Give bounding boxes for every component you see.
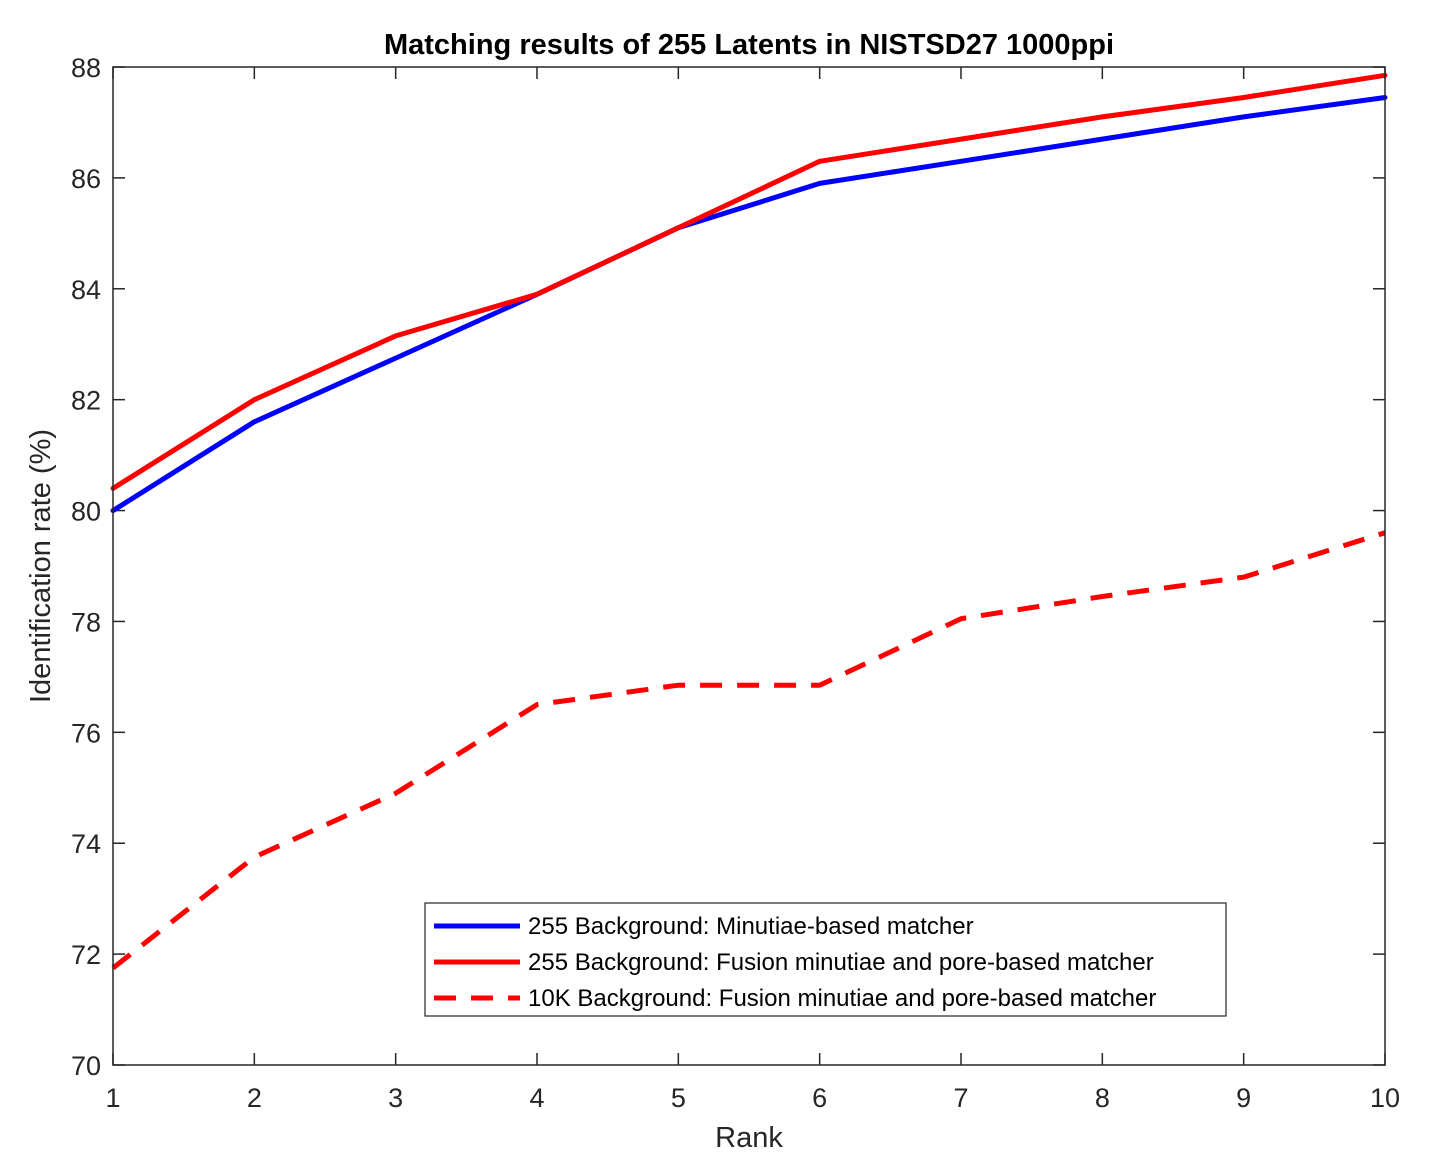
legend-items: 255 Background: Minutiae-based matcher 25… xyxy=(434,913,1156,1012)
x-tick-label: 6 xyxy=(812,1083,827,1113)
x-tick-label: 4 xyxy=(529,1083,544,1113)
x-tick-label: 8 xyxy=(1095,1083,1110,1113)
y-tick-label: 76 xyxy=(71,718,101,748)
y-axis-title: Identification rate (%) xyxy=(25,429,57,703)
legend-label-3: 10K Background: Fusion minutiae and pore… xyxy=(528,985,1156,1012)
plot-frame xyxy=(112,66,1386,1066)
y-tick-label: 88 xyxy=(71,53,101,83)
y-tick-label: 82 xyxy=(71,386,101,416)
legend-label-1: 255 Background: Minutiae-based matcher xyxy=(528,913,974,940)
x-axis-ticks: 1 2 3 4 5 6 7 8 9 10 xyxy=(105,67,1400,1113)
y-tick-label: 80 xyxy=(71,497,101,527)
chart-title: Matching results of 255 Latents in NISTS… xyxy=(384,29,1114,61)
x-tick-label: 3 xyxy=(388,1083,403,1113)
legend-box xyxy=(424,902,1227,1017)
x-tick-label: 9 xyxy=(1236,1083,1251,1113)
y-tick-label: 78 xyxy=(71,607,101,637)
x-tick-label: 2 xyxy=(247,1083,262,1113)
series-layer xyxy=(110,72,1388,970)
y-tick-label: 74 xyxy=(71,829,101,859)
x-tick-label: 5 xyxy=(671,1083,686,1113)
series-line-2 xyxy=(110,72,1388,491)
series-line-3 xyxy=(111,530,1386,970)
x-axis-title: Rank xyxy=(715,1122,783,1154)
x-tick-label: 1 xyxy=(105,1083,120,1113)
y-tick-label: 86 xyxy=(71,164,101,194)
x-tick-label: 7 xyxy=(953,1083,968,1113)
x-tick-label: 10 xyxy=(1370,1083,1400,1113)
legend-label-2: 255 Background: Fusion minutiae and pore… xyxy=(528,949,1154,976)
plot-area xyxy=(113,67,1385,1065)
legend: 255 Background: Minutiae-based matcher 25… xyxy=(424,902,1227,1017)
y-axis-ticks: 70 72 74 76 78 80 82 84 86 88 xyxy=(71,53,1385,1081)
y-tick-label: 70 xyxy=(71,1051,101,1081)
series-line-1 xyxy=(110,95,1388,514)
y-tick-label: 72 xyxy=(71,940,101,970)
y-tick-label: 84 xyxy=(71,275,101,305)
